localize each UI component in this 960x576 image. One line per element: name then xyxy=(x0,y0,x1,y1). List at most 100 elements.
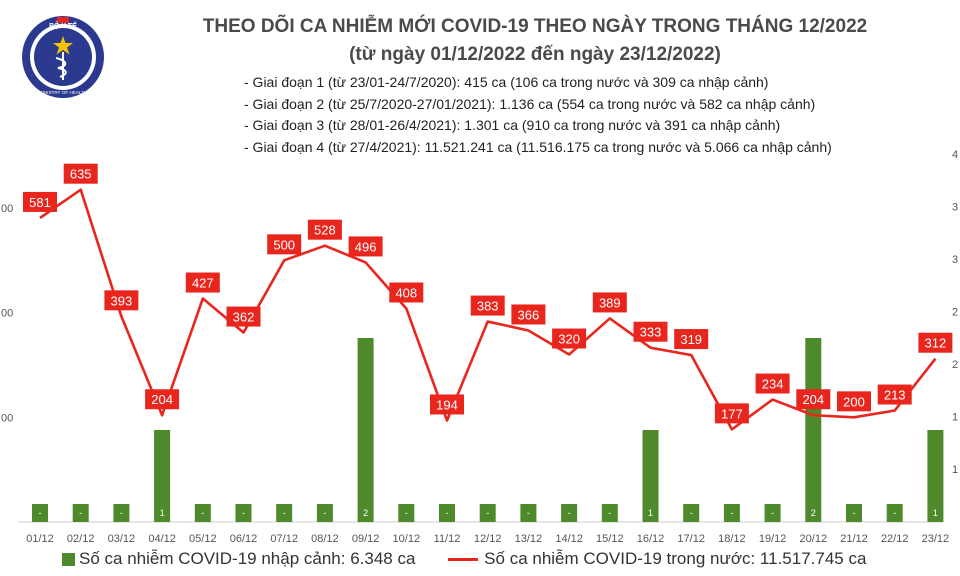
phase-note-4: - Giai đoạn 4 (từ 27/4/2021): 11.521.241… xyxy=(244,138,832,155)
x-tick-label: 17/12 xyxy=(677,533,705,545)
bar-value-label: - xyxy=(323,508,326,518)
bar-value-label: 2 xyxy=(363,508,368,518)
line-value-box xyxy=(511,304,546,325)
line-value-box xyxy=(633,321,668,342)
domestic-cases-line xyxy=(39,188,937,431)
line-value-label: 427 xyxy=(185,272,220,293)
line-value-label: 366 xyxy=(511,304,546,325)
bar xyxy=(520,504,537,522)
bar-value-label: - xyxy=(730,508,733,518)
line-value-text: 312 xyxy=(925,336,947,351)
bar-series: - - - 1 - - - - 2 - - - - - - 1 - - - 2 - - 1 xyxy=(32,338,944,522)
line-value-box xyxy=(714,403,749,424)
line-value-text: 320 xyxy=(558,332,580,347)
bar xyxy=(235,504,252,522)
x-tick-label: 11/12 xyxy=(434,533,461,545)
line-value-text: 319 xyxy=(680,332,702,347)
line-value-text: 333 xyxy=(640,325,662,340)
bar xyxy=(113,504,130,522)
x-tick-label: 05/12 xyxy=(189,533,217,545)
bar-value-label: - xyxy=(39,508,42,518)
bar xyxy=(846,504,862,522)
line-value-box xyxy=(755,373,790,394)
line-value-text: 383 xyxy=(477,299,499,314)
x-tick-label: 22/12 xyxy=(881,533,909,545)
bar-value-label: - xyxy=(690,508,693,518)
bar-value-label: - xyxy=(120,508,123,518)
phase-note-2: - Giai đoạn 2 (từ 25/7/2020-27/01/2021):… xyxy=(244,95,816,112)
x-tick-label: 23/12 xyxy=(922,533,950,545)
chart-subtitle: (từ ngày 01/12/2022 đến ngày 23/12/2022) xyxy=(349,44,721,65)
x-tick-label: 02/12 xyxy=(67,533,95,545)
phase-note-1: - Giai đoạn 1 (từ 23/01-24/7/2020): 415 … xyxy=(244,74,769,90)
bar-value-label: 1 xyxy=(648,508,653,518)
logo-label: BỘ Y TẾ xyxy=(49,20,77,30)
bar-value-label: - xyxy=(486,508,489,518)
line-value-text: 362 xyxy=(233,310,255,325)
bar-value-label: 1 xyxy=(933,508,938,518)
bar xyxy=(723,504,740,522)
x-tick-label: 08/12 xyxy=(311,533,339,545)
x-tick-label: 01/12 xyxy=(26,533,54,545)
line-value-text: 581 xyxy=(29,195,51,210)
legend-swatch-bar xyxy=(62,552,75,566)
bar-value-label: - xyxy=(283,508,286,518)
bar xyxy=(398,504,415,522)
data-labels: 581 635 393 204 427 362 500 528 496 408 194 383 366 3… xyxy=(23,163,953,424)
x-tick-label: 19/12 xyxy=(759,533,787,545)
line-value-box xyxy=(104,290,139,311)
line-value-box xyxy=(307,219,342,240)
bar-value-label: - xyxy=(527,508,530,518)
line-value-label: 635 xyxy=(63,163,98,184)
line-value-box xyxy=(226,306,261,327)
bar xyxy=(479,504,496,522)
line-value-label: 204 xyxy=(145,389,180,410)
bar xyxy=(642,430,659,522)
bar-value-label: - xyxy=(568,508,571,518)
bar-value-label: - xyxy=(242,508,245,518)
bar-value-label: 2 xyxy=(811,508,816,518)
line-value-text: 389 xyxy=(599,295,621,310)
line-value-label: 383 xyxy=(470,295,505,316)
line-value-text: 528 xyxy=(314,223,336,238)
x-tick-label: 16/12 xyxy=(637,533,665,545)
right-tick-label: 1 xyxy=(952,412,958,424)
bar xyxy=(316,504,333,522)
x-tick-label: 14/12 xyxy=(555,533,583,545)
right-tick-label: 4 xyxy=(952,149,958,161)
line-value-text: 177 xyxy=(721,406,743,421)
line-value-box xyxy=(918,332,953,353)
legend-item-imported: Số ca nhiễm COVID-19 nhập cảnh: 6.348 ca xyxy=(62,549,415,569)
bar-value-label: - xyxy=(405,508,408,518)
line-value-box xyxy=(552,328,587,349)
line-value-label: 200 xyxy=(837,391,871,412)
chart-title: THEO DÕI CA NHIỄM MỚI COVID-19 THEO NGÀY… xyxy=(202,16,868,37)
bar-value-label: - xyxy=(893,508,896,518)
right-tick-label: 3 xyxy=(952,202,958,214)
legend-item-domestic: Số ca nhiễm COVID-19 trong nước: 11.517.… xyxy=(420,549,866,569)
line-value-box xyxy=(837,391,871,412)
bar xyxy=(683,504,700,522)
bar-value-label: 1 xyxy=(160,508,165,518)
x-tick-label: 15/12 xyxy=(596,533,624,545)
bar-value-label: - xyxy=(771,508,774,518)
line-value-label: 393 xyxy=(104,290,139,311)
legend: Số ca nhiễm COVID-19 nhập cảnh: 6.348 ca… xyxy=(62,548,866,569)
axes: 00 00 00 4 3 3 2 2 1 1 01/12 02/12 03/12 04/12 05/12 06… xyxy=(1,149,958,545)
bar-value-label: - xyxy=(201,508,204,518)
left-tick-label: 00 xyxy=(1,203,13,215)
x-tick-label: 09/12 xyxy=(352,533,380,545)
x-tick-label: 03/12 xyxy=(108,533,136,545)
line-value-label: 213 xyxy=(877,384,912,405)
x-tick-label: 21/12 xyxy=(840,533,868,545)
line-value-label: 320 xyxy=(552,328,587,349)
line-value-box xyxy=(348,236,383,257)
line-value-text: 200 xyxy=(843,394,865,409)
ministry-logo: BỘ Y TẾ MINISTRY OF HEALTH xyxy=(22,16,104,98)
bar xyxy=(805,338,822,522)
bar xyxy=(154,430,171,522)
line-series xyxy=(39,188,937,431)
bar xyxy=(194,504,211,522)
line-value-box xyxy=(877,384,912,405)
